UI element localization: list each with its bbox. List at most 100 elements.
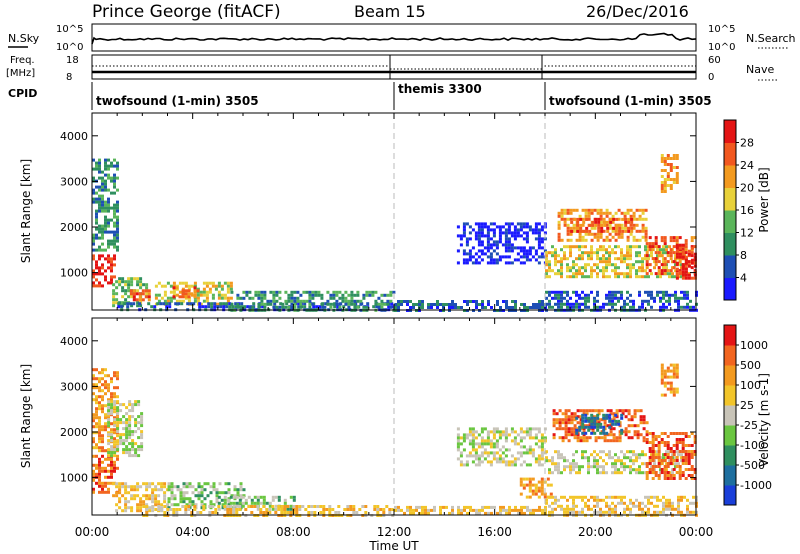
range-gate-cell [129,302,133,306]
range-gate-cell [525,451,529,455]
range-gate-cell [648,441,652,444]
range-gate-cell [611,248,614,252]
range-gate-cell [95,466,98,470]
range-gate-cell [674,296,677,300]
range-gate-cell [629,257,632,261]
colorbar-segment [724,232,736,256]
range-gate-cell [680,266,683,270]
range-gate-cell [693,273,697,277]
range-gate-cell [684,444,688,447]
range-gate-cell [663,269,667,273]
range-gate-cell [581,416,585,420]
range-gate-cell [526,508,529,512]
range-gate-cell [462,222,466,226]
range-gate-cell [678,246,682,250]
range-gate-cell [104,215,107,219]
range-gate-cell [657,477,661,480]
range-gate-cell [110,230,113,234]
range-gate-cell [110,176,113,180]
range-gate-cell [233,485,237,489]
range-gate-cell [380,302,384,306]
range-gate-cell [569,208,573,212]
range-gate-cell [510,246,514,250]
range-gate-cell [498,430,502,434]
range-gate-cell [687,260,691,264]
range-gate-cell [608,275,611,279]
range-gate-cell [462,463,466,467]
range-gate-cell [468,252,472,256]
range-gate-cell [148,506,152,510]
colorbar-segment [724,345,736,366]
range-gate-cell [95,197,98,201]
range-gate-cell [489,237,493,241]
range-gate-cell [573,433,577,437]
range-gate-cell [353,305,357,309]
range-gate-cell [95,167,98,171]
range-gate-cell [211,284,215,288]
range-gate-cell [684,242,688,246]
range-gate-cell [471,448,475,452]
range-gate-cell [199,511,203,514]
range-gate-cell [130,277,134,281]
range-gate-cell [551,459,554,463]
range-gate-cell [675,154,679,157]
range-gate-cell [157,503,161,507]
range-gate-cell [193,505,197,508]
range-gate-cell [104,475,107,479]
range-gate-cell [608,251,611,255]
range-gate-cell [651,257,655,261]
range-gate-cell [204,305,208,309]
range-gate-cell [477,457,481,461]
range-gate-cell [101,490,104,494]
range-gate-cell [456,448,460,452]
range-gate-cell [636,436,640,440]
range-gate-cell [557,226,561,230]
range-gate-cell [654,471,658,474]
range-gate-cell [551,245,554,249]
range-gate-cell [424,505,427,509]
range-gate-cell [472,508,475,512]
range-gate-cell [617,422,621,426]
range-gate-cell [644,238,648,242]
range-gate-cell [656,254,659,258]
range-gate-cell [525,234,529,238]
range-gate-cell [308,296,312,300]
range-gate-cell [350,302,354,306]
colorbar-segment [724,465,736,486]
range-gate-cell [578,238,582,242]
range-gate-cell [483,234,487,238]
range-gate-cell [466,300,469,303]
range-gate-cell [394,303,397,306]
range-gate-cell [415,303,418,306]
range-gate-cell [587,254,590,258]
range-gate-cell [92,478,95,482]
x-tick-label: 08:00 [276,525,311,539]
range-gate-cell [293,302,297,306]
range-gate-cell [338,302,342,306]
range-gate-cell [593,296,596,300]
range-gate-cell [663,453,667,456]
colorbar-tick-label: 12 [740,227,754,240]
range-gate-cell [669,187,673,190]
range-gate-cell [275,293,279,297]
range-gate-cell [620,290,623,294]
range-gate-cell [372,305,376,309]
range-gate-cell [690,450,694,453]
range-gate-cell [145,503,149,507]
range-gate-cell [570,418,574,422]
range-gate-cell [599,507,602,511]
range-gate-cell [638,266,641,270]
range-gate-cell [501,430,505,434]
range-gate-cell [633,412,637,416]
range-gate-cell [554,257,557,261]
range-gate-cell [115,485,119,489]
range-gate-cell [489,460,493,464]
range-gate-cell [172,511,176,514]
range-gate-cell [400,508,403,512]
range-gate-cell [557,293,560,297]
range-gate-cell [113,454,117,458]
range-gate-cell [272,293,276,297]
range-gate-cell [534,442,538,446]
range-gate-cell [113,158,116,162]
